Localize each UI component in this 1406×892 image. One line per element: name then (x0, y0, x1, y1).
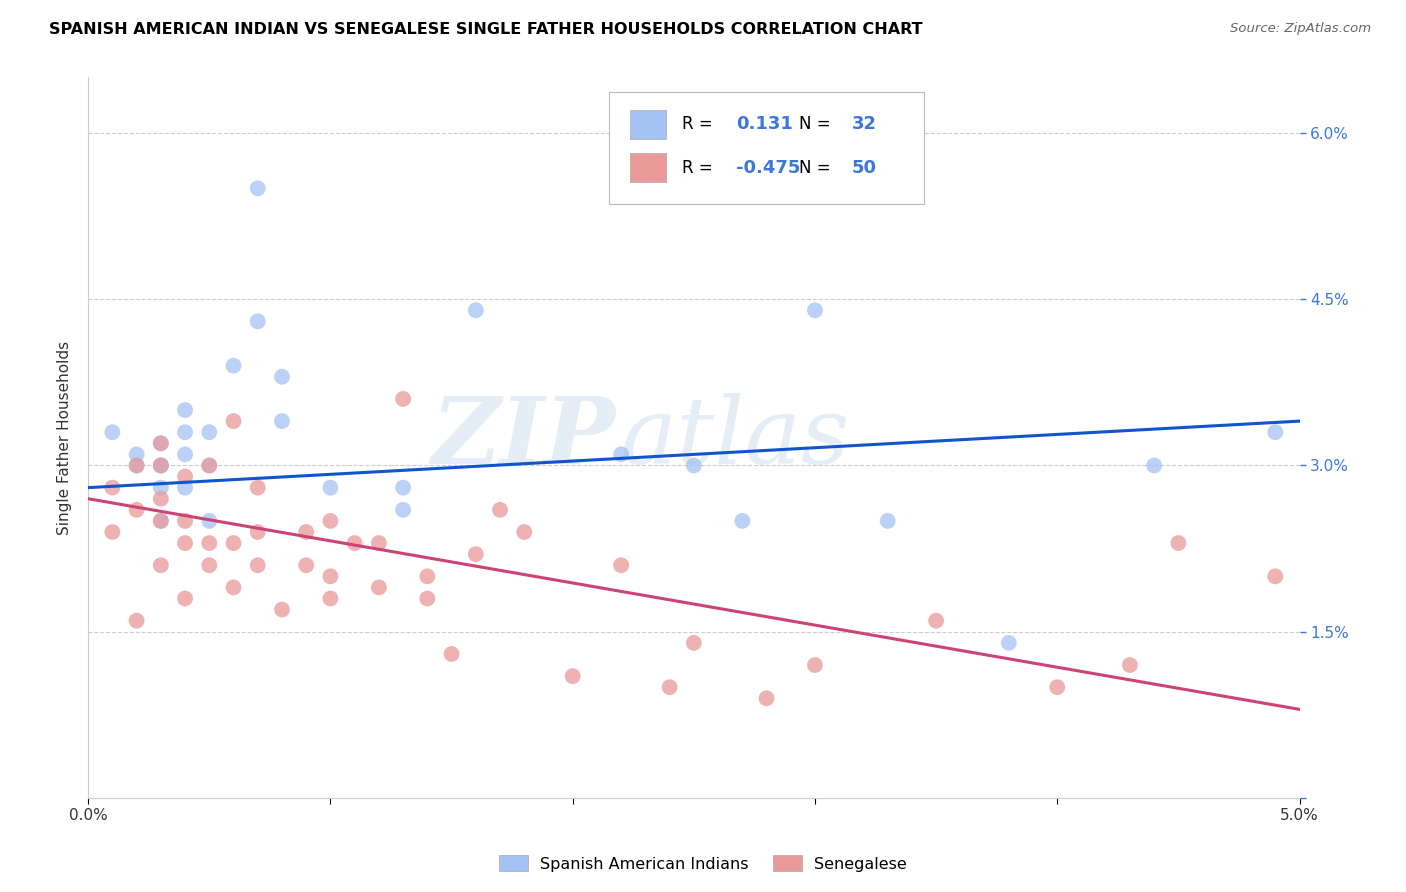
Text: N =: N = (799, 159, 831, 177)
Point (925, 614, 948, 628)
Point (125, 458, 148, 473)
Point (997, 636, 1019, 650)
Point (271, 414, 294, 428)
Point (198, 458, 221, 473)
Point (149, 458, 172, 473)
Point (101, 425, 124, 440)
Point (125, 447, 148, 461)
Point (804, 303, 827, 318)
Point (295, 524, 318, 539)
Point (222, 359, 245, 373)
Point (174, 481, 197, 495)
Point (489, 503, 512, 517)
Point (319, 514, 342, 528)
Point (125, 503, 148, 517)
Point (149, 436, 172, 450)
Point (440, 647, 463, 661)
Legend: Spanish American Indians, Senegalese: Spanish American Indians, Senegalese (491, 847, 915, 880)
Text: -0.475: -0.475 (737, 159, 800, 177)
Point (246, 524, 269, 539)
FancyBboxPatch shape (609, 92, 924, 203)
Point (610, 558, 633, 573)
Text: Source: ZipAtlas.com: Source: ZipAtlas.com (1230, 22, 1371, 36)
Text: atlas: atlas (621, 392, 851, 483)
Text: 50: 50 (851, 159, 876, 177)
Point (1264, 425, 1286, 440)
Point (174, 591, 197, 606)
Point (149, 458, 172, 473)
Text: N =: N = (799, 115, 831, 133)
Text: R =: R = (682, 115, 713, 133)
Point (174, 403, 197, 417)
Point (246, 314, 269, 328)
Text: 32: 32 (851, 115, 876, 133)
Point (246, 181, 269, 195)
Point (198, 514, 221, 528)
Point (319, 481, 342, 495)
Point (755, 691, 778, 706)
Point (149, 436, 172, 450)
Point (198, 536, 221, 550)
Point (876, 514, 898, 528)
Point (149, 514, 172, 528)
Point (392, 503, 415, 517)
Point (174, 447, 197, 461)
Point (367, 581, 389, 595)
Point (101, 481, 124, 495)
Point (271, 369, 294, 384)
Y-axis label: Single Father Households: Single Father Households (58, 341, 72, 535)
Point (222, 581, 245, 595)
Point (658, 680, 681, 694)
Point (222, 414, 245, 428)
Point (149, 458, 172, 473)
Point (198, 425, 221, 440)
Point (682, 636, 704, 650)
Point (367, 536, 389, 550)
Point (1143, 458, 1166, 473)
Bar (630, 153, 666, 182)
Point (682, 458, 704, 473)
Point (198, 458, 221, 473)
Point (295, 558, 318, 573)
Point (392, 481, 415, 495)
Point (149, 491, 172, 506)
Point (464, 547, 486, 561)
Point (731, 514, 754, 528)
Point (174, 514, 197, 528)
Point (1119, 658, 1142, 673)
Point (198, 558, 221, 573)
Point (804, 658, 827, 673)
Text: R =: R = (682, 159, 713, 177)
Point (174, 469, 197, 483)
Point (125, 458, 148, 473)
Point (416, 591, 439, 606)
Point (149, 558, 172, 573)
Point (1264, 569, 1286, 583)
Point (343, 536, 366, 550)
Point (271, 602, 294, 616)
Point (1046, 680, 1069, 694)
Point (149, 514, 172, 528)
Point (1167, 536, 1189, 550)
Point (392, 392, 415, 406)
Point (513, 524, 536, 539)
Point (246, 481, 269, 495)
Point (319, 591, 342, 606)
Point (464, 303, 486, 318)
Point (101, 524, 124, 539)
Point (174, 536, 197, 550)
Point (610, 447, 633, 461)
Text: 0.131: 0.131 (737, 115, 793, 133)
Point (149, 481, 172, 495)
Point (319, 569, 342, 583)
Point (416, 569, 439, 583)
Point (222, 536, 245, 550)
Bar (630, 110, 666, 138)
Point (246, 558, 269, 573)
Point (125, 614, 148, 628)
Point (561, 669, 583, 683)
Text: SPANISH AMERICAN INDIAN VS SENEGALESE SINGLE FATHER HOUSEHOLDS CORRELATION CHART: SPANISH AMERICAN INDIAN VS SENEGALESE SI… (49, 22, 922, 37)
Text: ZIP: ZIP (430, 392, 614, 483)
Point (174, 425, 197, 440)
